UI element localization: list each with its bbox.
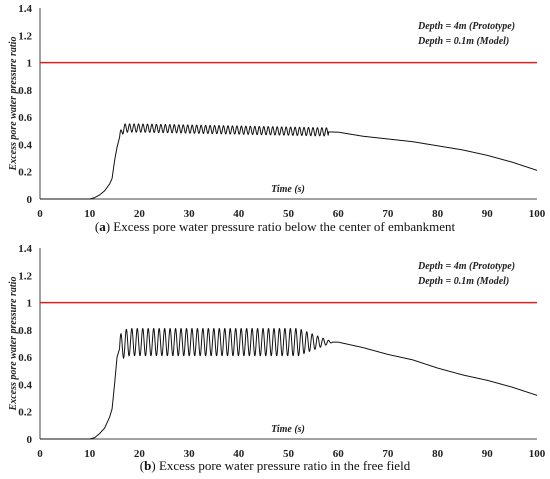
y-tick-label: 0.8 (18, 85, 32, 97)
y-tick-label: 1 (27, 58, 33, 70)
x-tick-label: 60 (333, 208, 345, 218)
x-tick-label: 0 (37, 448, 43, 458)
panel-b-letter: b (144, 458, 152, 473)
x-tick-label: 70 (382, 448, 394, 458)
legend-entry: Depth = 4m (Prototype) (417, 21, 515, 32)
y-tick-label: 1.2 (18, 270, 32, 282)
x-tick-label: 30 (184, 208, 196, 218)
x-tick-label: 20 (134, 208, 146, 218)
x-tick-label: 60 (333, 448, 345, 458)
x-tick-label: 40 (233, 448, 245, 458)
y-tick-label: 0 (27, 194, 33, 206)
x-tick-label: 50 (283, 208, 295, 218)
x-tick-label: 70 (382, 208, 394, 218)
panel-a-letter: a (99, 219, 106, 234)
x-tick-label: 10 (84, 208, 96, 218)
x-tick-label: 80 (432, 448, 444, 458)
x-tick-label: 100 (529, 208, 546, 218)
y-tick-label: 0.2 (18, 407, 32, 419)
panel-a-caption: (a) Excess pore water pressure ratio bel… (94, 219, 456, 234)
legend-entry: Depth = 0.1m (Model) (417, 276, 509, 287)
x-tick-label: 30 (184, 448, 196, 458)
y-tick-label: 0.8 (18, 325, 32, 337)
x-tick-label: 100 (529, 448, 546, 458)
panel-b-caption: (b) Excess pore water pressure ratio in … (139, 458, 411, 473)
y-tick-label: 1.2 (18, 30, 32, 42)
y-tick-label: 1 (27, 298, 33, 310)
y-axis-title: Excess pore water pressure ratio (8, 277, 19, 412)
y-tick-label: 0.4 (18, 379, 32, 391)
x-tick-label: 10 (84, 448, 96, 458)
y-tick-label: 1.4 (18, 243, 32, 255)
x-tick-label: 90 (482, 448, 494, 458)
x-tick-label: 0 (37, 208, 43, 218)
y-tick-label: 0 (27, 434, 33, 446)
data-series-line (40, 328, 538, 440)
y-tick-label: 0.6 (18, 112, 32, 124)
legend-entry: Depth = 0.1m (Model) (417, 36, 509, 47)
panel-a-chart: 0 0.2 0.4 0.6 0.8 1 1.2 1.4 0 10 20 30 40 50 60 70 80 90 1… (8, 3, 546, 218)
x-tick-label: 20 (134, 448, 146, 458)
y-tick-label: 0.6 (18, 352, 32, 364)
data-series-line (40, 123, 538, 200)
y-tick-label: 1.4 (18, 3, 32, 15)
panel-b-caption-text: Excess pore water pressure ratio in the … (158, 458, 411, 473)
y-axis-title: Excess pore water pressure ratio (8, 37, 19, 172)
x-axis-title: Time (s) (271, 424, 305, 435)
x-axis-title: Time (s) (271, 184, 305, 195)
y-tick-label: 0.2 (18, 167, 32, 179)
x-tick-label: 40 (233, 208, 245, 218)
x-tick-label: 50 (283, 448, 295, 458)
panel-a-caption-text: Excess pore water pressure ratio below t… (113, 219, 456, 234)
legend-entry: Depth = 4m (Prototype) (417, 261, 515, 272)
panel-b-chart: 0 0.2 0.4 0.6 0.8 1 1.2 1.4 0 10 20 30 40 50 60 70 80 90 1… (8, 243, 546, 458)
x-tick-label: 80 (432, 208, 444, 218)
x-tick-label: 90 (482, 208, 494, 218)
y-tick-label: 0.4 (18, 139, 32, 151)
